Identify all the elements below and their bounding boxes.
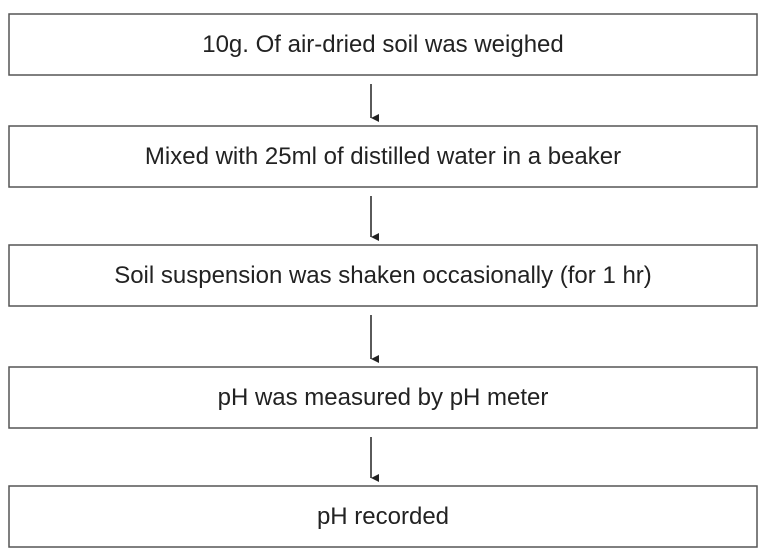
flow-step: Soil suspension was shaken occasionally … <box>8 244 758 307</box>
flow-step: pH was measured by pH meter <box>8 366 758 429</box>
flow-step: Mixed with 25ml of distilled water in a … <box>8 125 758 188</box>
step-label: pH was measured by pH meter <box>218 384 549 411</box>
step-label: Soil suspension was shaken occasionally … <box>114 262 652 289</box>
step-box <box>8 244 758 307</box>
flow-step: 10g. Of air-dried soil was weighed <box>8 13 758 76</box>
step-label: 10g. Of air-dried soil was weighed <box>202 31 564 58</box>
flow-step: pH recorded <box>8 485 758 548</box>
step-label: pH recorded <box>317 503 449 530</box>
step-label: Mixed with 25ml of distilled water in a … <box>145 143 621 170</box>
step-box <box>8 125 758 188</box>
step-box <box>8 13 758 76</box>
step-box <box>8 485 758 548</box>
step-box <box>8 366 758 429</box>
